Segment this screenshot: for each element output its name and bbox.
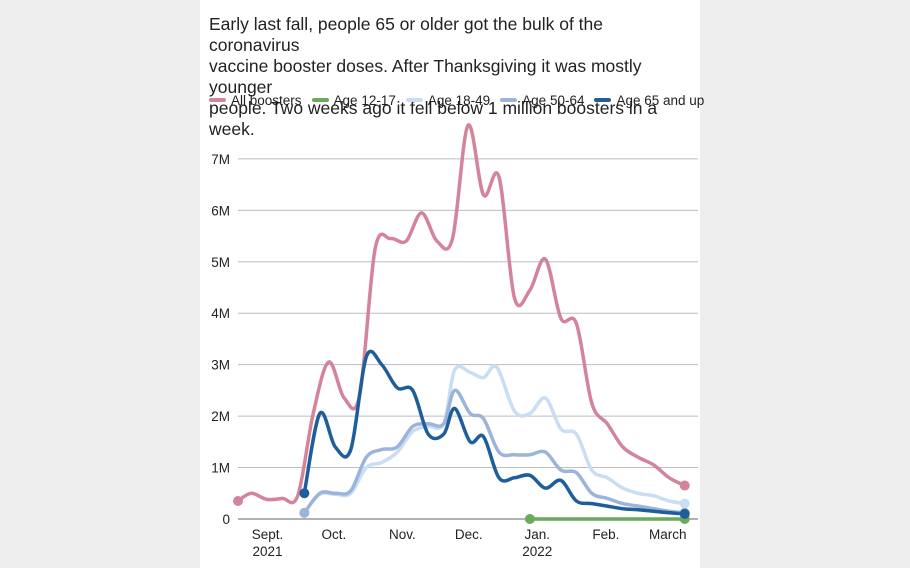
series-start-point-age-12-17 bbox=[524, 514, 535, 524]
legend-item-age-50-64: Age 50-64 bbox=[500, 93, 584, 108]
legend-label-all-boosters: All boosters bbox=[231, 92, 302, 108]
x-tick-label-sept: Sept. bbox=[252, 527, 284, 542]
legend-item-all-boosters: All boosters bbox=[209, 93, 302, 108]
y-tick-label-2m: 2M bbox=[211, 409, 230, 424]
x-tick-label-dec: Dec. bbox=[455, 527, 483, 542]
legend-label-age-18-49: Age 18-49 bbox=[427, 92, 491, 108]
y-tick-label-1m: 1M bbox=[211, 461, 230, 476]
legend-swatch-age-12-17 bbox=[311, 98, 329, 102]
series-line-all-boosters bbox=[236, 123, 687, 505]
series-line-age-18-49 bbox=[302, 364, 687, 515]
x-tick-sublabel-2021: 2021 bbox=[252, 544, 282, 559]
series-line-age-65-and-up bbox=[302, 349, 687, 516]
x-tick-label-march: March bbox=[649, 527, 687, 542]
legend-swatch-age-18-49 bbox=[405, 98, 423, 102]
series-end-point-all-boosters bbox=[679, 480, 690, 491]
x-tick-label-jan: Jan. bbox=[525, 527, 551, 542]
legend-swatch-all-boosters bbox=[209, 98, 226, 102]
y-tick-label-0: 0 bbox=[222, 512, 230, 527]
chart-subtitle: Early last fall, people 65 or older got … bbox=[209, 14, 658, 139]
series-start-point-age-65-and-up bbox=[299, 488, 310, 499]
legend-item-age-65-and-up: Age 65 and up bbox=[594, 93, 704, 108]
legend-label-age-12-17: Age 12-17 bbox=[333, 92, 396, 108]
chart-panel bbox=[200, 0, 700, 568]
legend-item-age-18-49: Age 18-49 bbox=[405, 92, 491, 108]
x-tick-sublabel-2022: 2022 bbox=[522, 544, 552, 559]
series-end-point-age-18-49 bbox=[679, 498, 690, 509]
x-tick-label-feb: Feb. bbox=[592, 527, 619, 542]
series-line-age-50-64 bbox=[302, 388, 687, 515]
series-start-point-age-50-64 bbox=[299, 507, 310, 518]
y-tick-label-7m: 7M bbox=[211, 152, 230, 167]
legend-label-age-50-64: Age 50-64 bbox=[522, 92, 585, 108]
y-tick-label-5m: 5M bbox=[211, 255, 230, 270]
chart-legend: All boosters Age 12-17 Age 18-49 Age 50-… bbox=[209, 90, 714, 110]
y-tick-label-4m: 4M bbox=[211, 306, 230, 321]
y-tick-label-3m: 3M bbox=[211, 358, 230, 373]
legend-label-age-65-and-up: Age 65 and up bbox=[616, 92, 705, 108]
x-tick-label-nov: Nov. bbox=[389, 527, 416, 542]
series-start-point-all-boosters bbox=[233, 495, 243, 506]
series-end-point-age-65-and-up bbox=[679, 508, 690, 519]
x-tick-label-oct: Oct. bbox=[321, 527, 346, 542]
legend-item-age-12-17: Age 12-17 bbox=[311, 92, 396, 108]
y-tick-label-6m: 6M bbox=[211, 203, 230, 218]
legend-swatch-age-50-64 bbox=[500, 98, 518, 102]
legend-swatch-age-65-and-up bbox=[594, 98, 612, 102]
